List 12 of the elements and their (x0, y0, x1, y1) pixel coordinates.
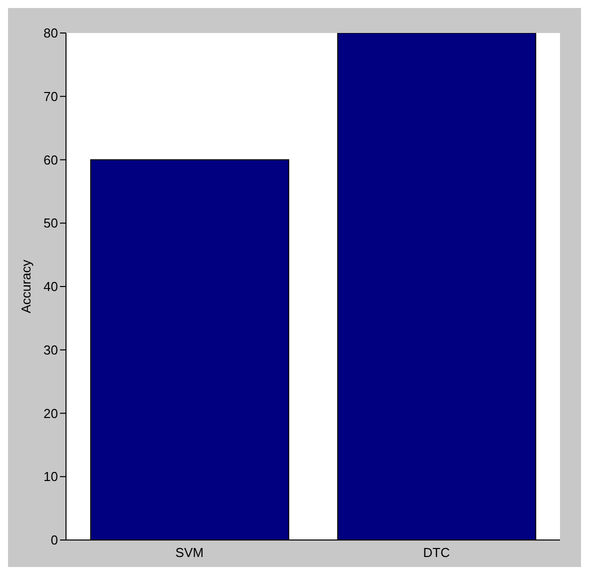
y-tick-label: 30 (44, 342, 58, 358)
y-tick-label: 20 (44, 406, 58, 421)
y-tick-label: 80 (44, 26, 58, 41)
x-tick-label: SVM (175, 545, 204, 560)
y-tick-label: 0 (50, 532, 58, 548)
y-tick-label: 10 (44, 469, 58, 484)
x-tick-label: DTC (423, 545, 450, 560)
y-tick-label: 40 (44, 279, 58, 294)
y-tick-label: 60 (44, 152, 58, 168)
y-axis-title: Accuracy (18, 259, 34, 314)
y-tick-label: 70 (44, 88, 58, 104)
y-tick-label: 50 (44, 216, 58, 231)
